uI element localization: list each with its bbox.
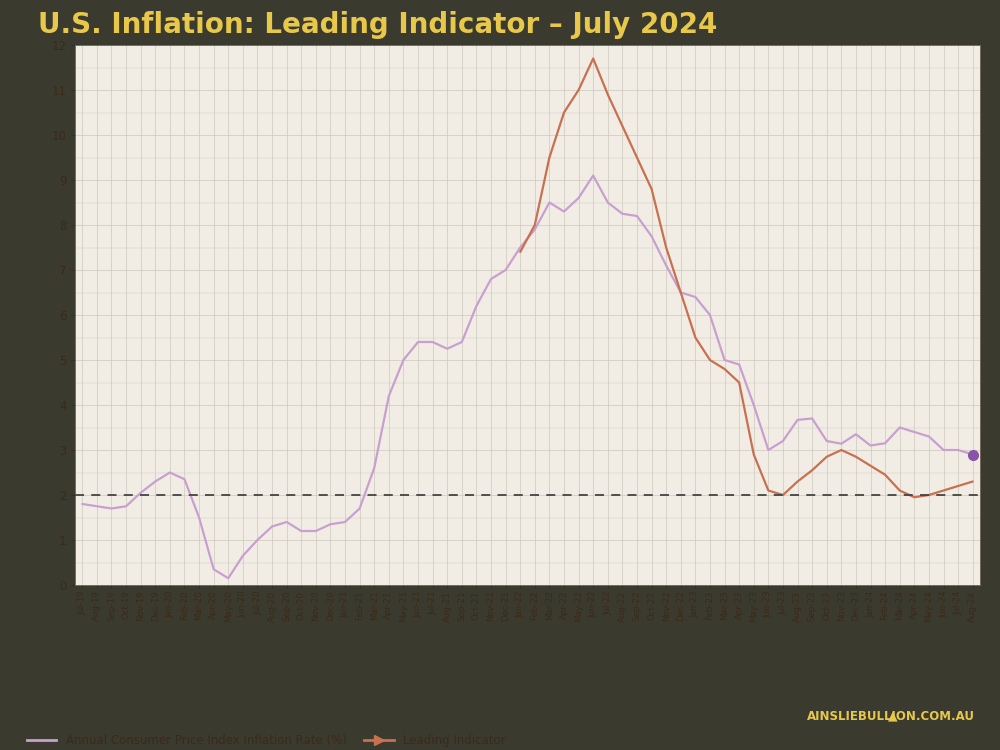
Legend: Annual Consumer Price Index Inflation Rate (%), Leading Indicator: Annual Consumer Price Index Inflation Ra…: [22, 730, 511, 750]
Text: AINSLIEBULLION.COM.AU: AINSLIEBULLION.COM.AU: [807, 710, 975, 723]
Text: ▲: ▲: [888, 710, 898, 723]
Text: U.S. Inflation: Leading Indicator – July 2024: U.S. Inflation: Leading Indicator – July…: [38, 11, 717, 39]
